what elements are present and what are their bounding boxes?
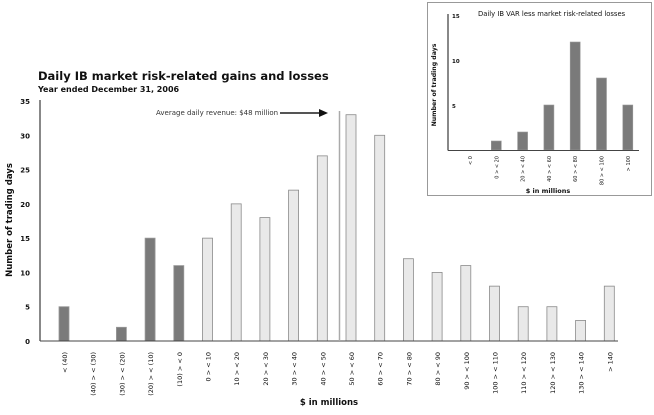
main-bar <box>202 237 213 342</box>
inset-x-tick-label: < 0 <box>468 156 474 165</box>
main-bar <box>575 320 586 342</box>
main-title: Daily IB market risk-related gains and l… <box>38 69 329 83</box>
main-x-tick-label: (40) > < (30) <box>90 352 98 396</box>
main-chart: Daily IB market risk-related gains and l… <box>5 69 618 408</box>
inset-xlabel: $ in millions <box>526 187 571 195</box>
main-x-tick-label: 20 > < 30 <box>262 352 270 386</box>
main-y-tick-label: 35 <box>20 98 30 106</box>
main-x-tick-label: < (40) <box>61 352 69 373</box>
inset-title: Daily IB VAR less market risk-related lo… <box>478 10 626 18</box>
inset-bar <box>569 41 581 151</box>
main-x-tick-label: > 140 <box>606 352 614 372</box>
main-x-tick-label: (30) > < (20) <box>118 352 126 396</box>
main-xlabel: $ in millions <box>300 398 358 408</box>
main-bar <box>116 326 127 342</box>
inset-x-tick-label: 80 > < 100 <box>600 156 606 185</box>
main-x-tick-label: 130 > < 140 <box>578 352 586 394</box>
main-bar <box>402 258 414 342</box>
main-bar <box>316 155 328 342</box>
main-y-tick-label: 30 <box>20 132 30 140</box>
inset-bar <box>543 104 555 151</box>
main-bar <box>173 265 185 342</box>
inset-x-tick-label: > 100 <box>626 156 632 171</box>
main-y-tick-label: 10 <box>20 269 30 277</box>
main-bar <box>259 217 271 342</box>
inset-bar <box>596 77 607 151</box>
average-revenue-arrow-head <box>319 109 328 117</box>
main-bar <box>489 285 500 342</box>
main-bar <box>58 306 70 342</box>
main-x-tick-label: 60 > < 70 <box>377 352 385 386</box>
main-bar <box>460 265 472 342</box>
main-bar <box>374 134 386 342</box>
inset-frame <box>427 2 652 196</box>
main-bar <box>546 306 558 342</box>
main-ylabel: Number of trading days <box>5 163 15 277</box>
inset-x-tick-label: 40 > < 60 <box>547 156 553 182</box>
inset-bar <box>490 140 502 151</box>
main-bar <box>517 306 529 342</box>
main-x-tick-label: 80 > < 90 <box>434 352 442 386</box>
main-y-tick-label: 5 <box>25 304 30 312</box>
average-revenue-label: Average daily revenue: $48 million <box>156 109 278 117</box>
main-bar <box>288 189 300 342</box>
main-bar <box>345 114 357 342</box>
main-x-tick-label: 50 > < 60 <box>348 352 356 386</box>
inset-x-tick-label: 60 > < 80 <box>573 156 579 182</box>
main-x-tick-label: 10 > < 20 <box>233 352 241 386</box>
main-y-tick-label: 20 <box>20 201 30 209</box>
inset-y-tick-label: 15 <box>452 14 460 20</box>
main-x-tick-label: 120 > < 130 <box>549 352 557 394</box>
main-x-tick-label: (20) > < (10) <box>147 352 155 396</box>
main-x-tick-label: 0 > < 10 <box>205 352 213 382</box>
inset-chart: Daily IB VAR less market risk-related lo… <box>427 2 652 196</box>
inset-x-tick-label: 0 > < 20 <box>494 156 500 179</box>
main-x-tick-label: 40 > < 50 <box>319 352 327 386</box>
main-x-tick-label: 90 > < 100 <box>463 352 471 390</box>
main-x-tick-label: 70 > < 80 <box>405 352 413 386</box>
main-bar <box>230 203 242 342</box>
inset-y-tick-label: 5 <box>452 104 456 110</box>
main-x-tick-label: 110 > < 120 <box>520 352 528 394</box>
inset-ylabel: Number of trading days <box>431 43 438 126</box>
main-x-tick-label: 30 > < 40 <box>291 352 299 386</box>
inset-y-tick-label: 10 <box>452 59 460 65</box>
main-subtitle: Year ended December 31, 2006 <box>37 85 180 94</box>
inset-bar <box>622 104 634 151</box>
main-y-tick-label: 25 <box>20 167 30 175</box>
main-y-tick-label: 0 <box>25 338 30 346</box>
main-x-tick-label: (10) > < 0 <box>176 352 184 387</box>
main-y-tick-label: 15 <box>20 235 30 243</box>
inset-x-tick-label: 20 > < 40 <box>521 156 527 182</box>
main-bar <box>603 285 615 342</box>
main-bar <box>144 237 156 342</box>
inset-bar <box>517 131 528 151</box>
main-x-tick-label: 100 > < 110 <box>492 352 500 394</box>
main-bar <box>431 272 443 342</box>
